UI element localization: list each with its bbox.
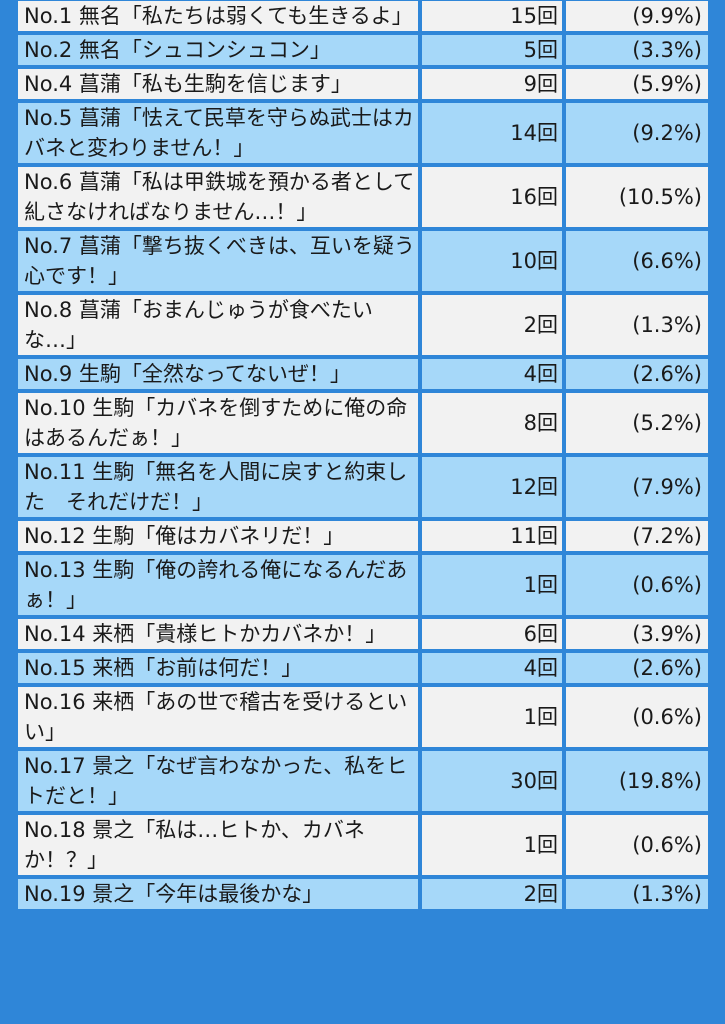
vote-count-cell: 1回: [422, 815, 566, 875]
quote-cell: No.15 来栖「お前は何だ！」: [18, 653, 422, 683]
vote-percent-cell: (19.8%): [566, 751, 708, 811]
vote-percent-cell: (6.6%): [566, 231, 708, 291]
vote-count-cell: 4回: [422, 653, 566, 683]
table-row: No.14 来栖「貴様ヒトかカバネか！」 6回 (3.9%): [18, 619, 708, 649]
table-row: No.5 菖蒲「怯えて民草を守らぬ武士はカバネと変わりません！」 14回 (9.…: [18, 103, 708, 163]
table-row: No.4 菖蒲「私も生駒を信じます」 9回 (5.9%): [18, 69, 708, 99]
vote-count-cell: 2回: [422, 879, 566, 909]
vote-count-cell: 16回: [422, 167, 566, 227]
quote-cell: No.9 生駒「全然なってないぜ！」: [18, 359, 422, 389]
table-row: No.15 来栖「お前は何だ！」 4回 (2.6%): [18, 653, 708, 683]
vote-count-cell: 6回: [422, 619, 566, 649]
table-row: No.17 景之「なぜ言わなかった、私をヒトだと！」 30回 (19.8%): [18, 751, 708, 811]
table-row: No.18 景之「私は…ヒトか、カバネか！？」 1回 (0.6%): [18, 815, 708, 875]
vote-count-cell: 1回: [422, 555, 566, 615]
vote-count-cell: 8回: [422, 393, 566, 453]
table-row: No.9 生駒「全然なってないぜ！」 4回 (2.6%): [18, 359, 708, 389]
vote-count-cell: 5回: [422, 35, 566, 65]
quote-cell: No.4 菖蒲「私も生駒を信じます」: [18, 69, 422, 99]
vote-percent-cell: (1.3%): [566, 295, 708, 355]
quote-cell: No.13 生駒「俺の誇れる俺になるんだあぁ！」: [18, 555, 422, 615]
quote-cell: No.1 無名「私たちは弱くても生きるよ」: [18, 1, 422, 31]
quote-cell: No.8 菖蒲「おまんじゅうが食べたいな…」: [18, 295, 422, 355]
vote-percent-cell: (9.9%): [566, 1, 708, 31]
quote-cell: No.12 生駒「俺はカバネリだ！」: [18, 521, 422, 551]
vote-percent-cell: (7.9%): [566, 457, 708, 517]
vote-count-cell: 10回: [422, 231, 566, 291]
vote-percent-cell: (0.6%): [566, 555, 708, 615]
vote-percent-cell: (2.6%): [566, 359, 708, 389]
table-row: No.10 生駒「カバネを倒すために俺の命はあるんだぁ！」 8回 (5.2%): [18, 393, 708, 453]
results-table-body: No.1 無名「私たちは弱くても生きるよ」 15回 (9.9%) No.2 無名…: [18, 1, 708, 909]
table-row: No.6 菖蒲「私は甲鉄城を預かる者として糺さなければなりません…！」 16回 …: [18, 167, 708, 227]
table-row: No.12 生駒「俺はカバネリだ！」 11回 (7.2%): [18, 521, 708, 551]
table-row: No.11 生駒「無名を人間に戻すと約束した それだけだ！」 12回 (7.9%…: [18, 457, 708, 517]
vote-percent-cell: (5.9%): [566, 69, 708, 99]
quote-cell: No.6 菖蒲「私は甲鉄城を預かる者として糺さなければなりません…！」: [18, 167, 422, 227]
table-row: No.2 無名「シュコンシュコン」 5回 (3.3%): [18, 35, 708, 65]
vote-count-cell: 11回: [422, 521, 566, 551]
vote-count-cell: 15回: [422, 1, 566, 31]
quote-cell: No.10 生駒「カバネを倒すために俺の命はあるんだぁ！」: [18, 393, 422, 453]
table-row: No.8 菖蒲「おまんじゅうが食べたいな…」 2回 (1.3%): [18, 295, 708, 355]
vote-percent-cell: (0.6%): [566, 815, 708, 875]
quote-cell: No.18 景之「私は…ヒトか、カバネか！？」: [18, 815, 422, 875]
results-table: No.1 無名「私たちは弱くても生きるよ」 15回 (9.9%) No.2 無名…: [18, 0, 708, 913]
vote-percent-cell: (5.2%): [566, 393, 708, 453]
vote-percent-cell: (0.6%): [566, 687, 708, 747]
table-row: No.19 景之「今年は最後かな」 2回 (1.3%): [18, 879, 708, 909]
vote-count-cell: 14回: [422, 103, 566, 163]
quote-cell: No.16 来栖「あの世で稽古を受けるといい」: [18, 687, 422, 747]
vote-count-cell: 12回: [422, 457, 566, 517]
vote-percent-cell: (7.2%): [566, 521, 708, 551]
table-row: No.1 無名「私たちは弱くても生きるよ」 15回 (9.9%): [18, 1, 708, 31]
vote-percent-cell: (3.3%): [566, 35, 708, 65]
vote-percent-cell: (3.9%): [566, 619, 708, 649]
quote-cell: No.11 生駒「無名を人間に戻すと約束した それだけだ！」: [18, 457, 422, 517]
quote-cell: No.14 来栖「貴様ヒトかカバネか！」: [18, 619, 422, 649]
quote-cell: No.19 景之「今年は最後かな」: [18, 879, 422, 909]
quote-cell: No.7 菖蒲「撃ち抜くべきは、互いを疑う心です！」: [18, 231, 422, 291]
vote-percent-cell: (9.2%): [566, 103, 708, 163]
vote-percent-cell: (10.5%): [566, 167, 708, 227]
vote-count-cell: 9回: [422, 69, 566, 99]
table-row: No.13 生駒「俺の誇れる俺になるんだあぁ！」 1回 (0.6%): [18, 555, 708, 615]
vote-count-cell: 30回: [422, 751, 566, 811]
table-row: No.7 菖蒲「撃ち抜くべきは、互いを疑う心です！」 10回 (6.6%): [18, 231, 708, 291]
vote-count-cell: 2回: [422, 295, 566, 355]
table-row: No.16 来栖「あの世で稽古を受けるといい」 1回 (0.6%): [18, 687, 708, 747]
vote-percent-cell: (1.3%): [566, 879, 708, 909]
quote-cell: No.2 無名「シュコンシュコン」: [18, 35, 422, 65]
vote-count-cell: 4回: [422, 359, 566, 389]
vote-count-cell: 1回: [422, 687, 566, 747]
vote-percent-cell: (2.6%): [566, 653, 708, 683]
quote-cell: No.17 景之「なぜ言わなかった、私をヒトだと！」: [18, 751, 422, 811]
quote-cell: No.5 菖蒲「怯えて民草を守らぬ武士はカバネと変わりません！」: [18, 103, 422, 163]
